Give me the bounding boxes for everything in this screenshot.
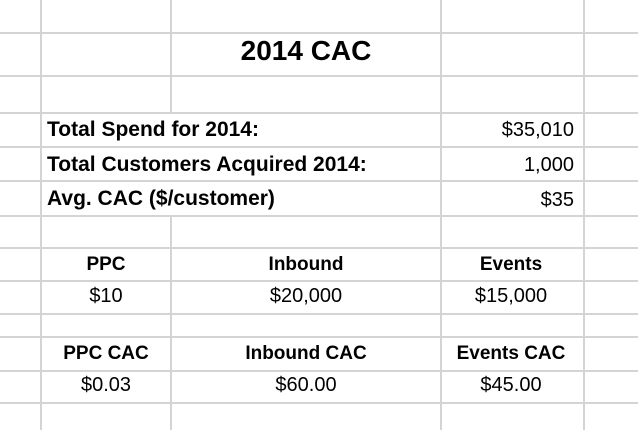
channel-spend-events: $15,000 [474, 285, 548, 307]
channel-spend-inbound: $20,000 [269, 285, 343, 307]
column-gridline [583, 0, 585, 430]
row-gridline [0, 280, 638, 282]
row-gridline [0, 247, 638, 249]
summary-label-total-spend: Total Spend for 2014: [47, 118, 259, 141]
summary-value-avg-cac: $35 [540, 189, 574, 211]
summary-value-total-customers: 1,000 [523, 154, 574, 176]
channel-header-inbound: Inbound [268, 254, 344, 275]
channel-spend-ppc: $10 [89, 285, 123, 307]
row-gridline [0, 370, 638, 372]
channel-header-events: Events [479, 254, 543, 275]
summary-value-total-spend: $35,010 [501, 119, 574, 141]
cac-header-inbound: Inbound CAC [245, 343, 367, 364]
summary-label-total-customers: Total Customers Acquired 2014: [47, 153, 367, 176]
row-gridline [0, 146, 638, 148]
column-gridline [440, 0, 442, 430]
row-gridline [0, 75, 638, 77]
row-gridline [0, 336, 638, 338]
row-gridline [0, 402, 638, 404]
row-gridline [0, 180, 638, 182]
cac-header-ppc: PPC CAC [63, 343, 149, 364]
row-gridline [0, 32, 638, 34]
row-gridline [0, 313, 638, 315]
column-gridline [40, 0, 42, 430]
row-gridline [0, 215, 638, 217]
cac-value-ppc: $0.03 [80, 374, 132, 396]
cac-header-events: Events CAC [456, 343, 566, 364]
cac-value-events: $45.00 [480, 374, 542, 396]
column-gridline [170, 215, 172, 430]
sheet-title: 2014 CAC [240, 35, 372, 66]
channel-header-ppc: PPC [86, 254, 126, 275]
cac-value-inbound: $60.00 [275, 374, 337, 396]
column-gridline [170, 0, 172, 112]
summary-label-avg-cac: Avg. CAC ($/customer) [47, 187, 275, 210]
row-gridline [0, 112, 638, 114]
